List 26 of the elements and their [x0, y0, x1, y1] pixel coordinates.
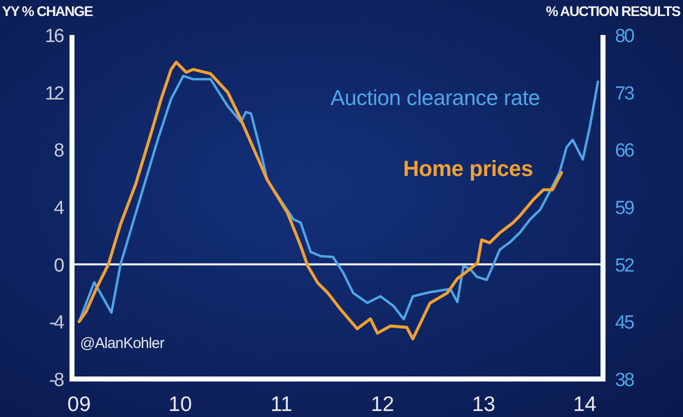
- y-tick-label: 8: [54, 140, 64, 162]
- y-axis-title: YY % CHANGE: [2, 3, 93, 19]
- x-tick-label: 12: [370, 393, 394, 416]
- y2-tick-label: 80: [615, 26, 634, 47]
- y-tick-label: 4: [54, 198, 65, 219]
- x-tick-label: 10: [168, 393, 192, 416]
- y2-tick-label: 38: [615, 370, 634, 391]
- annotation: @AlanKohler: [80, 335, 165, 352]
- line-series: [78, 74, 600, 323]
- y2-tick-label: 73: [615, 83, 634, 104]
- y2-axis-title: % AUCTION RESULTS: [546, 3, 680, 19]
- x-tick-label: 11: [270, 393, 292, 416]
- series-label: Home prices: [403, 156, 533, 181]
- y-tick-label: -4: [49, 312, 65, 334]
- y-tick-label: 12: [44, 83, 64, 104]
- y-tick-label: -8: [49, 370, 64, 391]
- text: Auction clearance rate: [330, 86, 540, 110]
- x-tick-label: 09: [67, 393, 91, 416]
- x-tick-label: 13: [472, 393, 496, 416]
- y2-tick-label: 45: [615, 312, 634, 334]
- y-tick-label: 16: [44, 26, 64, 47]
- x-tick-label: 14: [573, 393, 597, 416]
- y-tick-label: 0: [54, 255, 64, 276]
- y2-tick-label: 59: [615, 198, 634, 219]
- y2-tick-label: 66: [615, 140, 634, 162]
- y2-tick-label: 52: [615, 255, 634, 276]
